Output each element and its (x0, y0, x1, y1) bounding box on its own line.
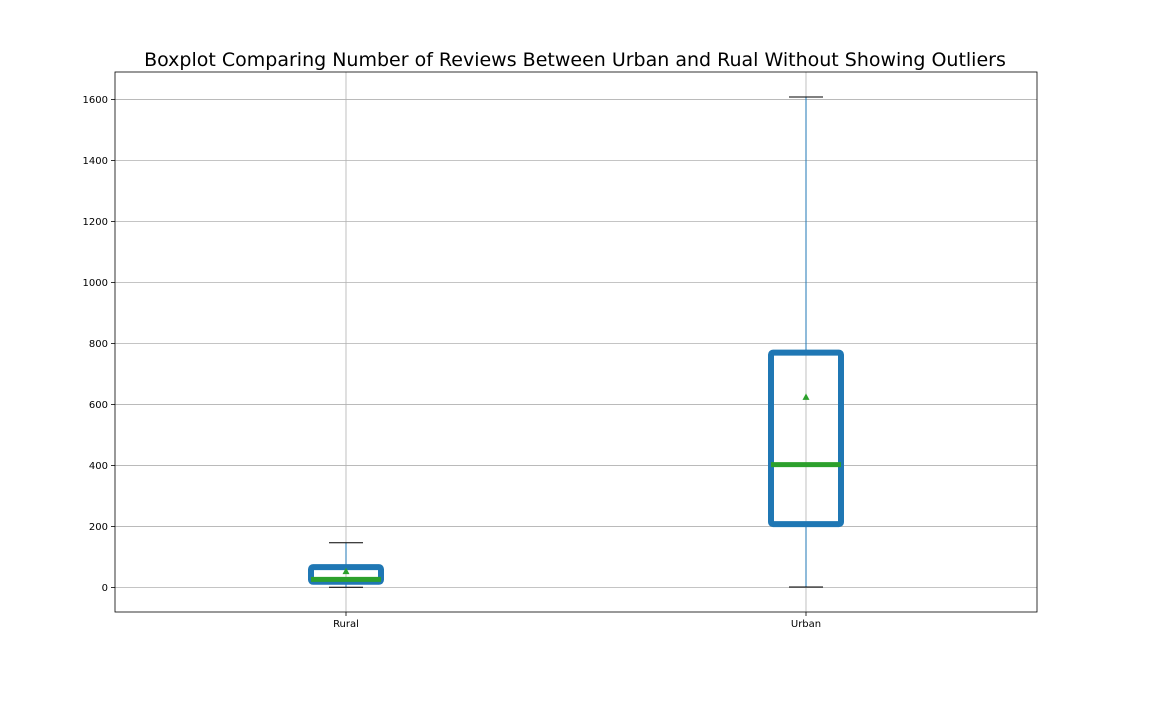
y-tick-label: 0 (102, 583, 108, 594)
mean-marker (342, 567, 350, 575)
y-tick-label: 1000 (83, 278, 108, 289)
y-tick-label: 1400 (83, 156, 108, 167)
axes: 0 200 400 600 800 1000 1200 1400 1600 Rural Urban (83, 71, 1038, 630)
y-tick-label: 1200 (83, 217, 108, 228)
box-group (308, 96, 844, 588)
chart-title: Boxplot Comparing Number of Reviews Betw… (144, 49, 1006, 71)
y-tick-label: 600 (89, 400, 108, 411)
y-tick-label: 1600 (83, 95, 108, 106)
y-tick-label: 400 (89, 461, 108, 472)
plot-frame (114, 71, 1038, 613)
x-tick-label: Urban (791, 619, 821, 630)
grid-lines (115, 72, 1037, 612)
iqr-box (768, 349, 844, 528)
y-tick-label: 800 (89, 339, 108, 350)
y-tick-label: 200 (89, 522, 108, 533)
mean-marker (802, 393, 810, 400)
x-tick-label: Rural (333, 619, 359, 630)
